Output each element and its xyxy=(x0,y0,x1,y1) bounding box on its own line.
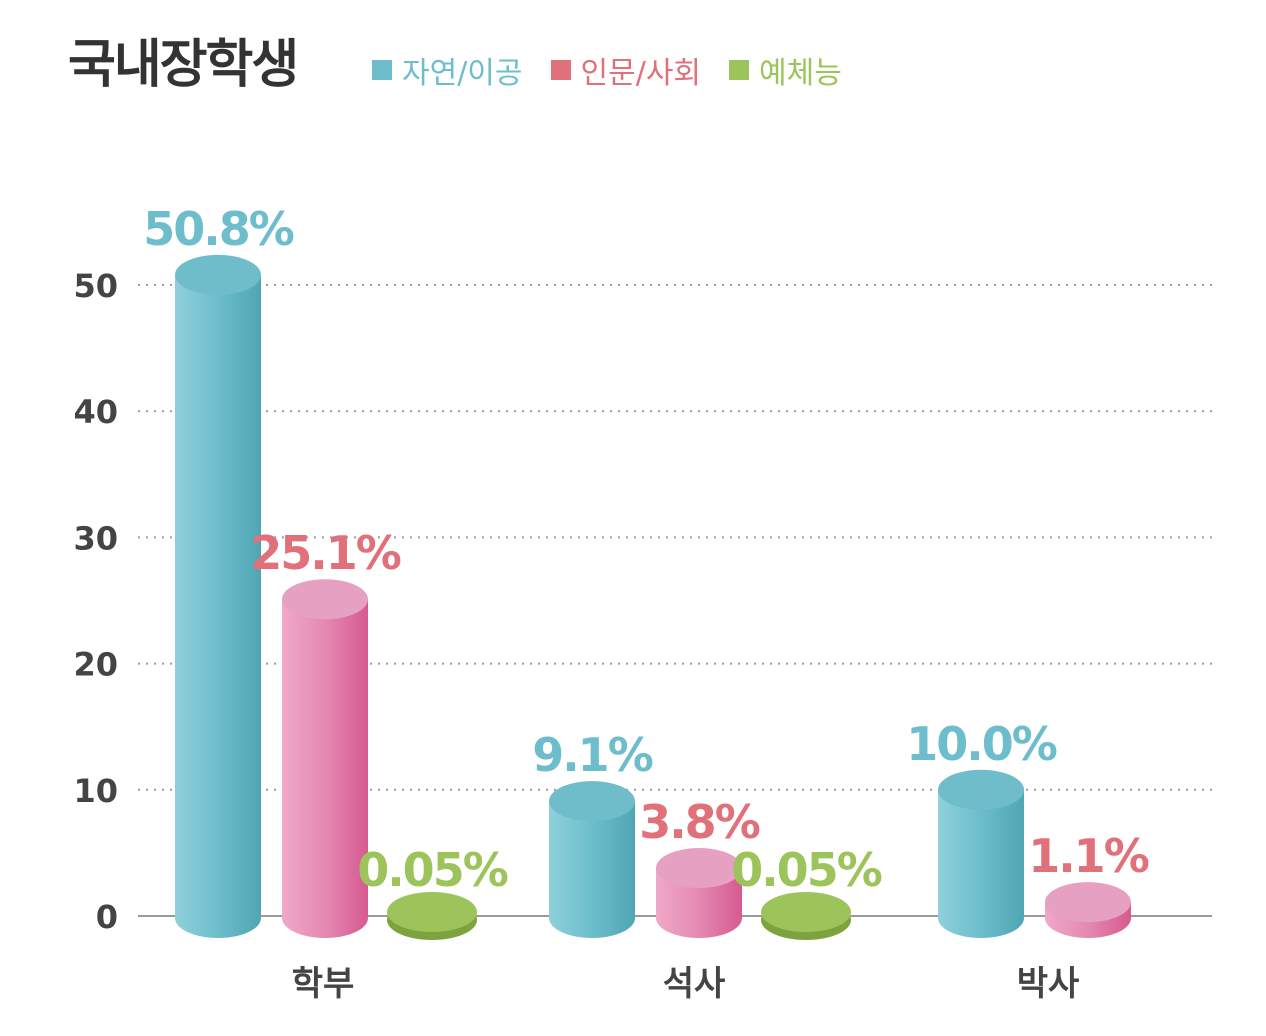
bar-body xyxy=(938,789,1024,938)
x-tick-label: 학부 xyxy=(292,964,355,1004)
bar-body xyxy=(549,801,635,938)
bar-2-0 xyxy=(387,892,477,940)
data-label: 1.1% xyxy=(1028,829,1148,883)
legend: 자연/이공 인문/사회 예체능 xyxy=(372,48,842,92)
bar-1-0 xyxy=(282,579,368,938)
y-tick-label: 40 xyxy=(73,393,118,431)
data-label: 3.8% xyxy=(639,795,759,849)
bar-cap xyxy=(282,579,368,620)
bar-0-1 xyxy=(549,781,635,938)
legend-swatch-humanities xyxy=(550,60,571,80)
bar-body xyxy=(175,274,261,938)
data-label: 10.0% xyxy=(906,717,1056,771)
bar-2-1 xyxy=(761,892,851,940)
bar-0-0 xyxy=(175,254,261,938)
bar-body xyxy=(656,868,742,938)
legend-item-natural-science: 자연/이공 xyxy=(372,48,523,92)
legend-item-arts: 예체능 xyxy=(729,48,842,92)
bar-cap xyxy=(938,769,1024,810)
bar-disc-top xyxy=(387,892,477,932)
legend-item-humanities: 인문/사회 xyxy=(550,48,702,92)
bar-1-2 xyxy=(1045,882,1131,938)
legend-swatch-arts xyxy=(729,60,750,80)
y-tick-label: 20 xyxy=(73,646,118,684)
y-tick-label: 0 xyxy=(96,898,118,936)
data-label: 9.1% xyxy=(532,728,652,782)
bar-disc-top xyxy=(761,892,851,932)
bar-cap xyxy=(549,781,635,822)
legend-label-humanities: 인문/사회 xyxy=(580,56,702,91)
data-label: 0.05% xyxy=(357,843,507,897)
bar-body xyxy=(282,599,368,938)
y-tick-label: 10 xyxy=(73,772,118,810)
y-tick-label: 30 xyxy=(73,519,118,557)
bar-0-2 xyxy=(938,769,1024,938)
legend-label-arts: 예체능 xyxy=(759,56,842,91)
data-label: 50.8% xyxy=(143,202,293,256)
legend-label-natural-science: 자연/이공 xyxy=(402,56,523,91)
bar-cap xyxy=(1045,882,1131,923)
x-tick-label: 석사 xyxy=(663,964,726,1004)
data-label: 0.05% xyxy=(731,843,881,897)
bar-1-1 xyxy=(656,848,742,938)
y-tick-label: 50 xyxy=(73,267,118,305)
bar-cap xyxy=(656,848,742,889)
legend-swatch-natural-science xyxy=(372,60,392,80)
bar-cap xyxy=(175,254,261,295)
data-label: 25.1% xyxy=(250,526,400,580)
chart-title: 국내장학생 xyxy=(68,35,299,95)
x-tick-label: 박사 xyxy=(1017,964,1080,1004)
